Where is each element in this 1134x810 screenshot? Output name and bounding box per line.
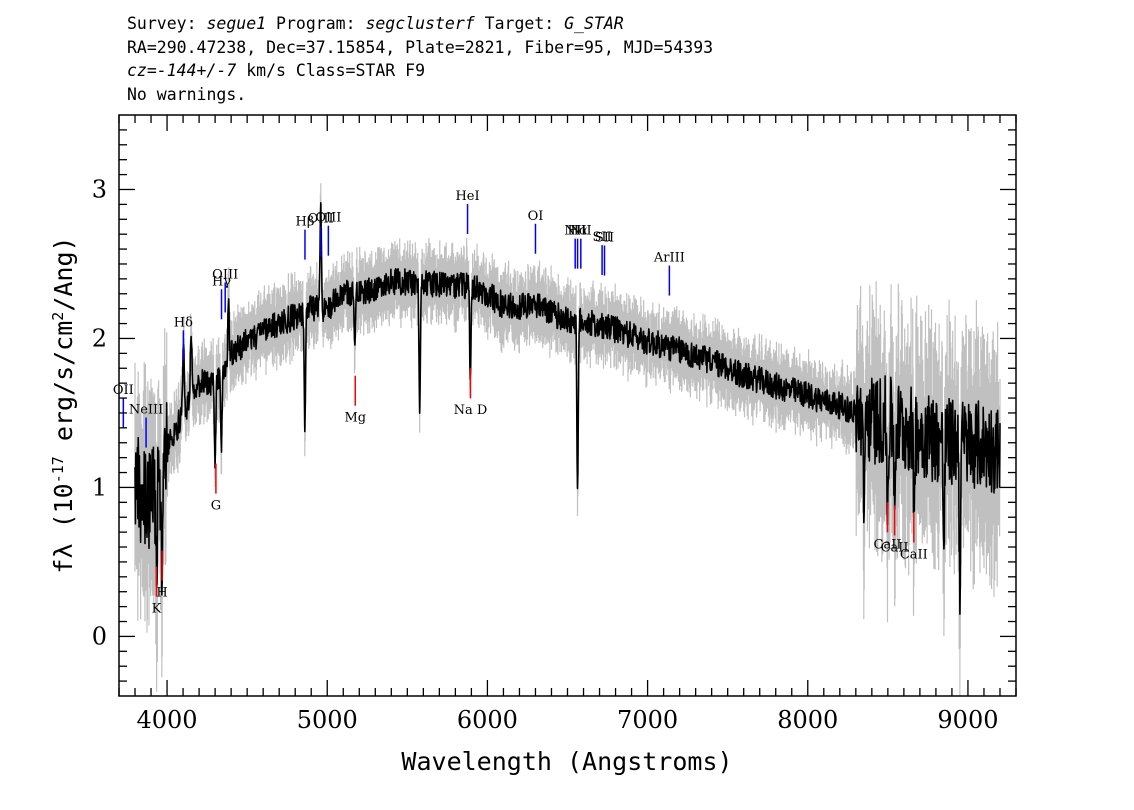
emission-label-oi: OI [528,209,544,224]
program-label: Program: [266,14,366,33]
y-tick-label: 2 [92,324,107,352]
x-tick-label: 7000 [617,706,678,734]
flux-series [134,202,1001,615]
y-axis-title: fλ (10-17 erg/s/cm2/Ang) [49,236,78,573]
x-tick-label: 6000 [457,706,518,734]
x-tick-label: 8000 [777,706,838,734]
emission-label-hβ: Hβ [296,215,315,230]
spectrum-header: Survey: segue1 Program: segclusterf Targ… [127,12,713,106]
x-tick-label: 5000 [297,706,358,734]
emission-label-nii: NII [564,224,586,239]
emission-label-oii: OII [113,383,134,398]
target-label: Target: [474,14,565,33]
y-tick-label: 1 [92,473,107,501]
absorption-label-caii: CaII [881,540,909,555]
flux-line [134,202,1001,615]
survey-label: Survey: [127,14,207,33]
axes: 4000 5000 6000 7000 8000 9000 0 1 2 3 [92,115,1017,734]
absorption-label-mg: Mg [344,411,366,426]
emission-label-hei: HeI [455,189,479,204]
absorption-label-k: K [152,602,162,617]
header-line-2: RA=290.47238, Dec=37.15854, Plate=2821, … [127,37,714,57]
survey-value: segue1 [206,14,267,33]
y-tick-label: 3 [92,175,107,203]
redshift-value: cz=-144+/-7 [127,61,237,80]
emission-label-hα: Hα [568,224,588,239]
emission-label-oiii: OIII [315,211,341,226]
header-line-3: cz=-144+/-7 km/s Class=STAR F9 [127,59,713,83]
x-tick-label: 4000 [137,706,198,734]
emission-label-sii: SII [593,230,612,245]
emission-label-oiii: OIII [212,267,238,282]
x-tick-label: 9000 [937,706,998,734]
x-axis-title: Wavelength (Angstroms) [401,747,732,776]
emission-label-hγ: Hγ [212,274,231,289]
absorption-label-caii: CaII [900,548,928,563]
absorption-label-caii: CaII [874,537,902,552]
emission-label-neiii: NeIII [129,403,163,418]
header-line-1: Survey: segue1 Program: segclusterf Targ… [127,12,713,36]
absorption-label-g: G [211,499,221,514]
target-value: G_STAR [564,14,624,33]
emission-label-nii: NII [570,224,592,239]
emission-label-ariii: ArIII [653,251,685,266]
absorption-label-h: H [156,586,167,601]
emission-label-hδ: Hδ [174,315,193,330]
emission-label-sii: SII [595,231,614,246]
header-line-4: No warnings. [127,84,247,104]
y-tick-label: 0 [92,622,107,650]
class-text: km/s Class=STAR F9 [236,61,426,80]
absorption-label-na-d: Na D [454,403,488,418]
emission-label-oiii: OIII [308,212,334,227]
program-value: segclusterf [365,14,475,33]
